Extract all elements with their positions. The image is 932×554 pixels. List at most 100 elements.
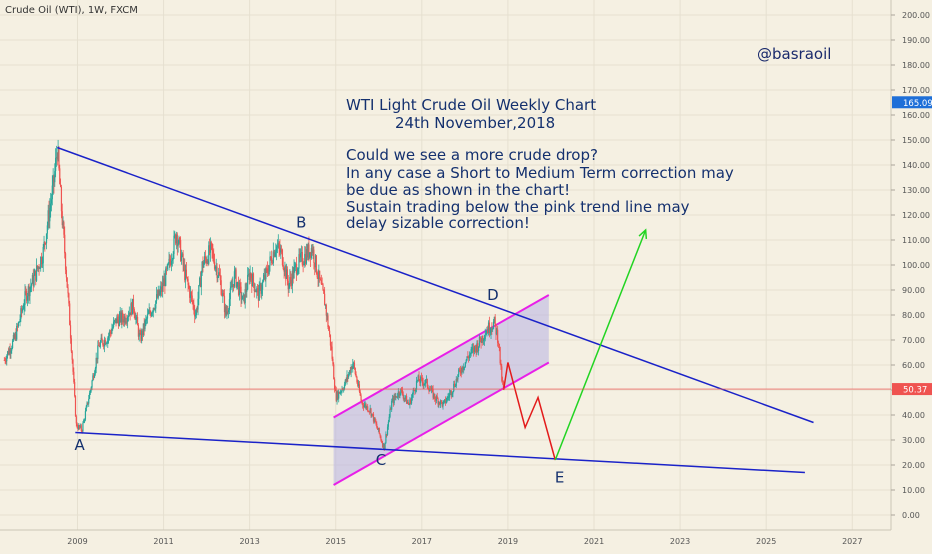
- candle-body: [362, 405, 365, 408]
- upper-trendline[interactable]: [56, 146, 814, 424]
- candle-body: [285, 266, 287, 279]
- candle-body: [163, 278, 165, 287]
- candle-body: [181, 253, 183, 256]
- candle-body: [298, 254, 300, 269]
- annotation-line-3: be due as shown in the chart!: [346, 181, 571, 199]
- candle-body: [28, 286, 30, 297]
- candle-body: [22, 308, 24, 310]
- candle-body: [356, 376, 358, 383]
- candle-body: [284, 266, 286, 272]
- candle-body: [490, 328, 492, 333]
- candle-body: [248, 273, 250, 280]
- candle-body: [104, 339, 106, 345]
- candle-body: [45, 233, 48, 244]
- candle-body: [425, 379, 427, 384]
- candle-body: [169, 258, 171, 262]
- candle-body: [273, 251, 275, 257]
- candle-body: [94, 368, 96, 374]
- candle-body: [393, 395, 395, 404]
- projection-arrow-head: [638, 228, 648, 240]
- candle-body: [276, 246, 279, 248]
- candle-body: [31, 283, 33, 286]
- candle-body: [453, 383, 455, 392]
- candle-body: [480, 341, 482, 343]
- candle-body: [64, 234, 66, 254]
- candle-body: [386, 426, 389, 435]
- candle-body: [363, 405, 365, 408]
- channel-upper-line: [333, 294, 550, 419]
- candle-body: [194, 315, 197, 317]
- x-tick-label: 2027: [842, 537, 862, 546]
- candle-body: [485, 333, 487, 335]
- candle-body: [487, 322, 490, 333]
- candle-body: [369, 408, 371, 412]
- candle-body: [342, 389, 344, 390]
- candle-body: [156, 294, 159, 298]
- candle-body: [13, 335, 15, 339]
- candle-body: [226, 311, 228, 315]
- candle-body: [26, 291, 28, 301]
- candle-body: [359, 391, 361, 396]
- candle-body: [409, 399, 411, 405]
- candle-body: [165, 268, 167, 286]
- candle-body: [320, 280, 322, 285]
- candle-body: [179, 237, 181, 241]
- lower-trendline[interactable]: [75, 431, 805, 474]
- candle-body: [92, 375, 94, 381]
- candle-body: [141, 330, 144, 336]
- candle-body: [496, 329, 498, 335]
- candle-body: [78, 425, 80, 430]
- candle-body: [247, 274, 249, 290]
- candle-body: [197, 298, 199, 310]
- candle-body: [450, 390, 452, 396]
- time-axis-panel[interactable]: [0, 530, 932, 550]
- candle-body: [45, 243, 47, 245]
- candle-body: [144, 320, 146, 330]
- x-tick-label: 2019: [498, 537, 518, 546]
- candle-body: [367, 410, 370, 412]
- candle-body: [70, 338, 72, 352]
- candle-body: [190, 292, 192, 296]
- candle-body: [12, 335, 15, 341]
- candle-body: [194, 310, 196, 317]
- candle-body: [456, 378, 458, 380]
- candle-body: [151, 312, 154, 314]
- candle-body: [348, 373, 350, 378]
- candle-body: [195, 309, 197, 316]
- y-tick-label: 70.00: [902, 336, 925, 345]
- candle-body: [388, 416, 390, 422]
- candle-body: [272, 251, 274, 264]
- candle-body: [40, 257, 42, 269]
- candle-body: [177, 243, 179, 247]
- candle-body: [259, 284, 261, 286]
- candle-body: [93, 373, 96, 378]
- price-axis-panel[interactable]: [891, 0, 932, 530]
- candle-body: [223, 295, 226, 313]
- candle-body: [364, 404, 366, 406]
- candle-body: [225, 306, 227, 315]
- candle-body: [112, 327, 114, 330]
- candle-body: [452, 391, 454, 394]
- candle-body: [370, 408, 372, 416]
- candle-body: [459, 370, 461, 373]
- candle-body: [339, 391, 341, 394]
- candle-body: [85, 406, 87, 412]
- y-tick-label: 170.00: [902, 86, 930, 95]
- x-tick-label: 2025: [756, 537, 776, 546]
- candle-body: [400, 388, 402, 395]
- candle-body: [220, 280, 222, 295]
- candle-body: [336, 391, 338, 401]
- candle-body: [184, 269, 187, 281]
- x-tick-label: 2021: [584, 537, 604, 546]
- candle-body: [315, 255, 317, 273]
- candle-body: [4, 360, 6, 362]
- symbol-label[interactable]: Crude Oil (WTI), 1W, FXCM: [5, 5, 138, 16]
- candle-body: [423, 383, 425, 386]
- candle-body: [492, 328, 494, 330]
- candle-body: [146, 314, 149, 319]
- candle-body: [265, 268, 267, 280]
- candle-body: [372, 414, 375, 422]
- y-tick-label: 10.00: [902, 486, 925, 495]
